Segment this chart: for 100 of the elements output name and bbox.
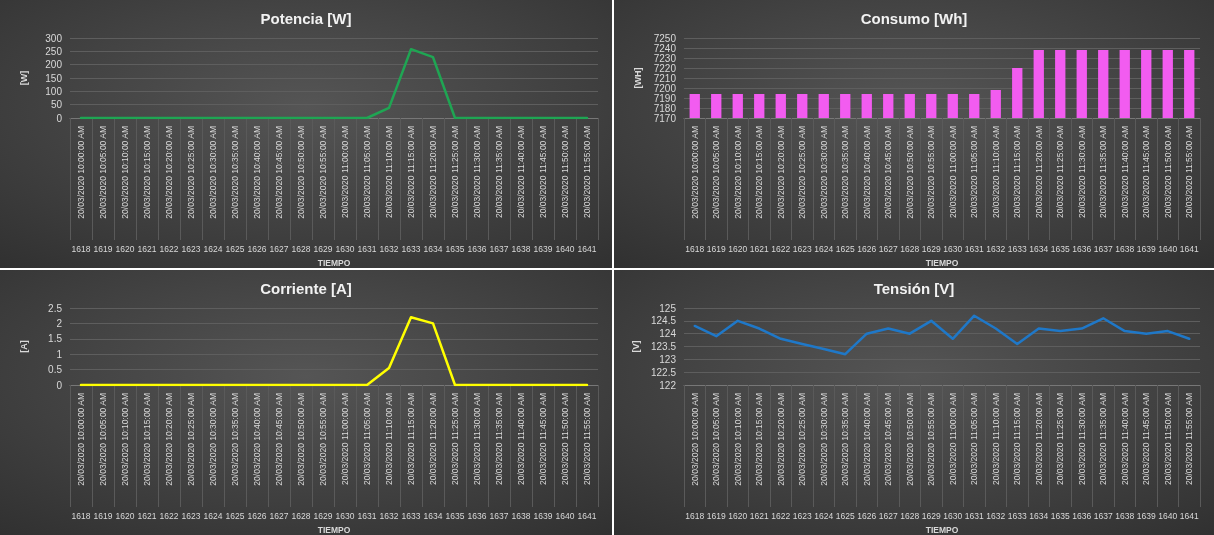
category-label: 20/03/2020 10:20:00 AM 1622 bbox=[771, 126, 791, 254]
y-tick-label: 1.5 bbox=[48, 333, 63, 345]
category-label: 20/03/2020 11:10:00 AM 1632 bbox=[379, 126, 399, 254]
y-tick-label: 2.5 bbox=[48, 302, 63, 314]
category-label: 20/03/2020 10:20:00 AM 1622 bbox=[771, 393, 791, 521]
category-label: 20/03/2020 10:50:00 AM 1628 bbox=[291, 126, 311, 254]
y-tick-label: 7200 bbox=[653, 82, 677, 94]
line-series bbox=[79, 47, 589, 120]
y-tick-label: 124 bbox=[659, 328, 677, 340]
category-label: 20/03/2020 10:35:00 AM 1625 bbox=[835, 393, 855, 521]
category-label: 20/03/2020 11:50:00 AM 1640 bbox=[1158, 393, 1178, 521]
line-series bbox=[79, 315, 589, 387]
y-tick-label: 123.5 bbox=[650, 341, 677, 352]
category-label: 20/03/2020 11:55:00 AM 1641 bbox=[577, 126, 597, 254]
y-tick-label: 300 bbox=[45, 32, 63, 44]
category-label: 20/03/2020 10:50:00 AM 1628 bbox=[900, 126, 920, 254]
chart-title: Consumo [Wh] bbox=[860, 10, 968, 27]
chart-title: Potencia [W] bbox=[260, 10, 352, 27]
category-label: 20/03/2020 11:15:00 AM 1633 bbox=[1007, 393, 1027, 521]
category-label: 20/03/2020 11:00:00 AM 1630 bbox=[943, 126, 963, 254]
y-tick-label: 7190 bbox=[653, 92, 677, 104]
category-label: 20/03/2020 11:30:00 AM 1636 bbox=[1072, 393, 1092, 521]
y-tick-label: 200 bbox=[45, 59, 63, 71]
category-label: 20/03/2020 11:10:00 AM 1632 bbox=[986, 393, 1006, 521]
category-label: 20/03/2020 10:30:00 AM 1624 bbox=[814, 393, 834, 521]
category-label: 20/03/2020 11:40:00 AM 1638 bbox=[511, 393, 531, 521]
category-label: 20/03/2020 10:40:00 AM 1626 bbox=[247, 393, 267, 521]
category-label: 20/03/2020 10:45:00 AM 1627 bbox=[269, 393, 289, 521]
category-label: 20/03/2020 10:15:00 AM 1621 bbox=[137, 126, 157, 254]
category-label: 20/03/2020 10:35:00 AM 1625 bbox=[225, 393, 245, 521]
category-label: 20/03/2020 10:55:00 AM 1629 bbox=[313, 393, 333, 521]
y-tick-label: 0 bbox=[56, 112, 63, 124]
category-label: 20/03/2020 10:45:00 AM 1627 bbox=[269, 126, 289, 254]
y-tick-label: 150 bbox=[45, 72, 63, 84]
category-label: 20/03/2020 11:20:00 AM 1634 bbox=[423, 126, 443, 254]
y-axis-title: [WH] bbox=[632, 67, 643, 89]
category-label: 20/03/2020 11:25:00 AM 1635 bbox=[445, 393, 465, 521]
category-label: 20/03/2020 11:10:00 AM 1632 bbox=[986, 126, 1006, 254]
category-label: 20/03/2020 10:25:00 AM 1623 bbox=[181, 126, 201, 254]
category-label: 20/03/2020 11:10:00 AM 1632 bbox=[379, 393, 399, 521]
category-label: 20/03/2020 11:55:00 AM 1641 bbox=[1179, 126, 1199, 254]
category-label: 20/03/2020 11:35:00 AM 1637 bbox=[489, 393, 509, 521]
chart-title: Corriente [A] bbox=[260, 280, 352, 297]
category-label: 20/03/2020 10:55:00 AM 1629 bbox=[921, 393, 941, 521]
y-tick-label: 7240 bbox=[653, 42, 677, 54]
category-label: 20/03/2020 11:35:00 AM 1637 bbox=[1093, 393, 1113, 521]
category-label: 20/03/2020 11:20:00 AM 1634 bbox=[1029, 393, 1049, 521]
category-label: 20/03/2020 11:40:00 AM 1638 bbox=[1115, 393, 1135, 521]
category-label: 20/03/2020 11:35:00 AM 1637 bbox=[1093, 126, 1113, 254]
category-label: 20/03/2020 10:05:00 AM 1619 bbox=[706, 126, 726, 254]
y-tick-label: 125 bbox=[659, 302, 677, 314]
line-series bbox=[693, 314, 1191, 356]
y-tick-label: 0.5 bbox=[48, 364, 63, 376]
category-label: 20/03/2020 11:15:00 AM 1633 bbox=[401, 393, 421, 521]
category-label: 20/03/2020 10:25:00 AM 1623 bbox=[792, 126, 812, 254]
x-axis-title: TIEMPO bbox=[925, 257, 959, 268]
category-label: 20/03/2020 11:25:00 AM 1635 bbox=[1050, 393, 1070, 521]
category-label: 20/03/2020 10:10:00 AM 1620 bbox=[728, 126, 748, 254]
category-label: 20/03/2020 10:25:00 AM 1623 bbox=[181, 393, 201, 521]
category-label: 20/03/2020 10:55:00 AM 1629 bbox=[921, 126, 941, 254]
category-label: 20/03/2020 11:50:00 AM 1640 bbox=[555, 126, 575, 254]
y-tick-label: 250 bbox=[45, 45, 63, 57]
category-label: 20/03/2020 10:40:00 AM 1626 bbox=[247, 126, 267, 254]
category-label: 20/03/2020 10:45:00 AM 1627 bbox=[878, 393, 898, 521]
y-axis-title: [V] bbox=[630, 340, 641, 353]
chart-title: Tensión [V] bbox=[873, 280, 955, 297]
category-label: 20/03/2020 11:45:00 AM 1639 bbox=[1136, 393, 1156, 521]
category-label: 20/03/2020 11:15:00 AM 1633 bbox=[1007, 126, 1027, 254]
category-label: 20/03/2020 10:15:00 AM 1621 bbox=[749, 393, 769, 521]
category-label: 20/03/2020 11:00:00 AM 1630 bbox=[335, 393, 355, 521]
category-label: 20/03/2020 10:50:00 AM 1628 bbox=[291, 393, 311, 521]
category-label: 20/03/2020 10:30:00 AM 1624 bbox=[203, 393, 223, 521]
x-axis-title: TIEMPO bbox=[317, 257, 351, 268]
y-tick-label: 7220 bbox=[653, 62, 677, 74]
category-label: 20/03/2020 11:05:00 AM 1631 bbox=[357, 393, 377, 521]
y-axis-title: [W] bbox=[18, 70, 29, 86]
y-tick-label: 50 bbox=[50, 99, 63, 111]
category-label: 20/03/2020 11:50:00 AM 1640 bbox=[555, 393, 575, 521]
category-label: 20/03/2020 10:10:00 AM 1620 bbox=[115, 126, 135, 254]
category-label: 20/03/2020 10:35:00 AM 1625 bbox=[835, 126, 855, 254]
category-label: 20/03/2020 10:35:00 AM 1625 bbox=[225, 126, 245, 254]
category-label: 20/03/2020 11:05:00 AM 1631 bbox=[357, 126, 377, 254]
category-label: 20/03/2020 11:30:00 AM 1636 bbox=[467, 126, 487, 254]
category-label: 20/03/2020 11:55:00 AM 1641 bbox=[577, 393, 597, 521]
x-axis-title: TIEMPO bbox=[925, 524, 959, 535]
category-label: 20/03/2020 11:00:00 AM 1630 bbox=[943, 393, 963, 521]
category-label: 20/03/2020 10:10:00 AM 1620 bbox=[728, 393, 748, 521]
y-tick-label: 123 bbox=[659, 353, 677, 365]
category-label: 20/03/2020 10:00:00 AM 1618 bbox=[685, 126, 705, 254]
category-label: 20/03/2020 10:05:00 AM 1619 bbox=[93, 393, 113, 521]
category-label: 20/03/2020 10:00:00 AM 1618 bbox=[71, 393, 91, 521]
y-axis-title: [A] bbox=[18, 340, 29, 353]
y-tick-label: 7180 bbox=[653, 102, 677, 114]
y-tick-label: 2 bbox=[56, 317, 63, 329]
y-tick-label: 124.5 bbox=[650, 315, 677, 327]
category-label: 20/03/2020 11:40:00 AM 1638 bbox=[511, 126, 531, 254]
y-tick-label: 7170 bbox=[653, 112, 677, 124]
y-tick-label: 122.5 bbox=[650, 366, 677, 378]
category-label: 20/03/2020 11:20:00 AM 1634 bbox=[1029, 126, 1049, 254]
category-label: 20/03/2020 11:45:00 AM 1639 bbox=[533, 126, 553, 254]
